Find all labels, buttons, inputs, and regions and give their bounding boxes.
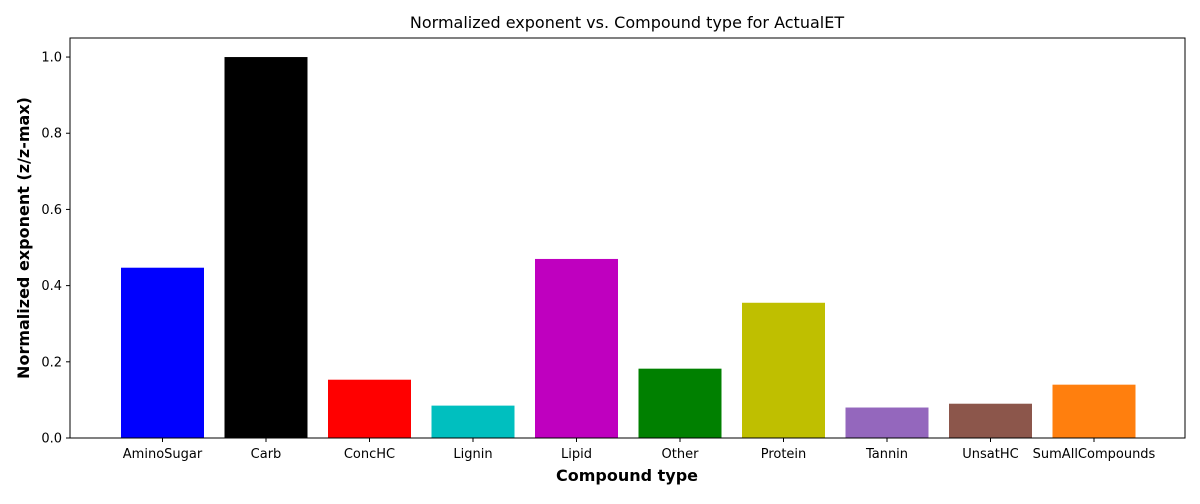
x-tick-label: Protein <box>761 447 807 462</box>
y-tick-label: 0.4 <box>41 279 62 294</box>
y-tick-label: 0.0 <box>41 432 62 447</box>
bar-lignin <box>431 405 515 438</box>
bar-protein <box>742 302 825 438</box>
chart-title: Normalized exponent vs. Compound type fo… <box>410 13 844 32</box>
x-tick-label: Carb <box>251 447 282 462</box>
bar-unsathc <box>949 403 1032 438</box>
y-tick-label: 0.2 <box>41 355 62 370</box>
x-tick-label: Lipid <box>561 447 592 462</box>
x-axis-label: Compound type <box>556 466 698 485</box>
bar-aminosugar <box>121 267 204 438</box>
bar-sumallcompounds <box>1052 384 1136 438</box>
bar-tannin <box>845 407 929 438</box>
bar-lipid <box>535 258 618 438</box>
bar-conchc <box>328 379 411 438</box>
plot-frame <box>69 37 1186 439</box>
x-tick-label: AminoSugar <box>123 447 203 462</box>
y-tick-label: 0.8 <box>41 127 62 142</box>
y-tick-label: 1.0 <box>41 51 62 66</box>
x-tick-label: ConcHC <box>344 447 395 462</box>
bar-other <box>638 368 722 438</box>
bar-carb <box>224 57 308 439</box>
y-tick-label: 0.6 <box>41 203 62 218</box>
x-tick-label: Tannin <box>865 447 908 462</box>
y-axis-ticks: 0.0 0.2 0.4 0.6 0.8 1.0 <box>41 51 70 447</box>
x-tick-label: UnsatHC <box>962 447 1018 462</box>
y-axis-label: Normalized exponent (z/z-max) <box>14 97 33 379</box>
x-tick-label: Lignin <box>453 447 492 462</box>
x-tick-label: Other <box>662 447 700 462</box>
bars-layer <box>121 57 1136 439</box>
x-tick-label: SumAllCompounds <box>1033 447 1156 462</box>
x-axis-ticks: AminoSugar Carb ConcHC Lignin Lipid Other Prot… <box>123 438 1156 462</box>
